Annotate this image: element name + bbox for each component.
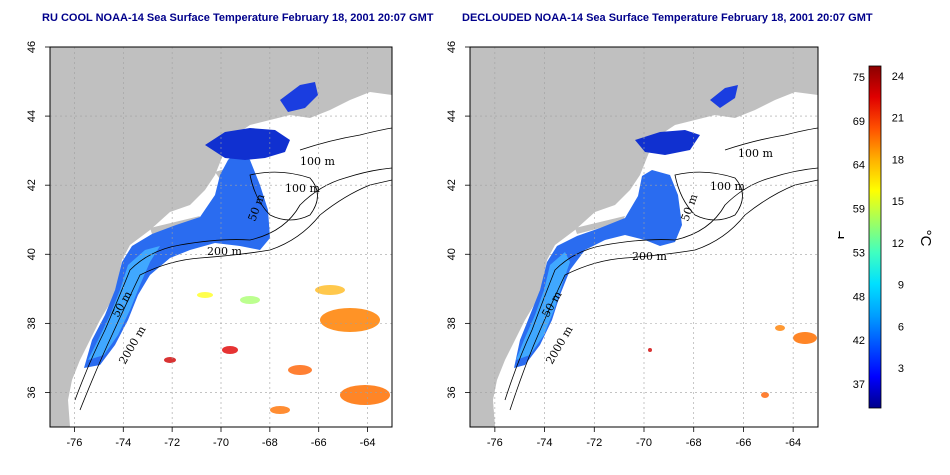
left-axis-ticks: -76 -74 -72 -70 -68 -66 -64 36 38 40 42 44 46	[26, 41, 376, 449]
land-nova-scotia	[310, 47, 392, 110]
x-tick-label: -70	[213, 437, 229, 449]
fahrenheit-ticks: 75 69 64 59 53 48 42 37	[853, 72, 865, 391]
fahrenheit-tick-label: 48	[853, 291, 865, 303]
x-tick-label: -68	[686, 437, 702, 449]
x-tick-label: -76	[487, 437, 503, 449]
left-panel-title: RU COOL NOAA-14 Sea Surface Temperature …	[42, 12, 434, 24]
y-tick-label: 46	[446, 41, 458, 53]
x-tick-label: -64	[785, 437, 801, 449]
celsius-tick-label: 9	[898, 280, 904, 292]
fahrenheit-tick-label: 53	[853, 247, 865, 259]
temperature-colorbar: 75 69 64 59 53 48 42 37 24 21 18 15 12 9 6 3 °F °C	[838, 65, 934, 409]
y-tick-label: 36	[26, 386, 38, 398]
y-tick-label: 42	[446, 179, 458, 191]
sst-shelf-inner-right	[516, 252, 570, 360]
right-axis-ticks: -76 -74 -72 -70 -68 -66 -64 36 38 40 42 44 46	[446, 41, 801, 449]
sst-warm-patches-right	[648, 325, 817, 398]
y-tick-label: 40	[446, 248, 458, 260]
y-tick-label: 42	[26, 179, 38, 191]
right-panel-title: DECLOUDED NOAA-14 Sea Surface Temperatur…	[462, 12, 873, 24]
celsius-tick-label: 6	[898, 321, 904, 333]
sst-warm-patches	[164, 285, 390, 414]
fahrenheit-tick-label: 59	[853, 204, 865, 216]
land-mass	[50, 47, 392, 427]
depth-contours	[74, 127, 392, 411]
sst-bay-of-fundy-right	[710, 85, 738, 108]
x-tick-label: -74	[115, 437, 131, 449]
celsius-tick-label: 21	[892, 113, 904, 125]
fahrenheit-tick-label: 75	[853, 72, 865, 84]
celsius-unit-label: °C	[917, 230, 934, 247]
land-nova-scotia-right	[735, 47, 818, 110]
land-long-island	[150, 216, 200, 234]
fahrenheit-tick-label: 37	[853, 379, 865, 391]
y-tick-label: 46	[26, 41, 38, 53]
celsius-tick-label: 18	[892, 154, 904, 166]
land-mass-right	[470, 47, 818, 427]
contour-label-100m-b-right: 100 m	[710, 180, 745, 193]
y-tick-label: 40	[26, 248, 38, 260]
sst-gulf-of-maine	[205, 128, 290, 160]
y-tick-label: 44	[446, 110, 458, 122]
x-tick-label: -70	[636, 437, 652, 449]
celsius-tick-label: 15	[892, 196, 904, 208]
fahrenheit-unit-label: °F	[838, 230, 848, 245]
x-tick-label: -76	[66, 437, 82, 449]
contour-label-200m-right: 200 m	[632, 250, 667, 263]
celsius-tick-label: 3	[898, 363, 904, 375]
right-grid	[470, 46, 818, 427]
y-tick-label: 38	[26, 317, 38, 329]
x-tick-label: -72	[586, 437, 602, 449]
sst-shelf-water	[84, 150, 270, 368]
x-tick-label: -66	[311, 437, 327, 449]
celsius-ticks: 24 21 18 15 12 9 6 3	[892, 71, 904, 375]
x-tick-label: -72	[164, 437, 180, 449]
celsius-tick-label: 12	[892, 238, 904, 250]
sst-bay-of-fundy	[280, 82, 318, 112]
y-tick-label: 36	[446, 386, 458, 398]
land-long-island-right	[575, 216, 625, 234]
celsius-tick-label: 24	[892, 71, 904, 83]
x-tick-label: -64	[360, 437, 376, 449]
fahrenheit-tick-label: 64	[853, 160, 865, 172]
y-tick-label: 44	[26, 110, 38, 122]
left-grid	[50, 46, 392, 427]
contour-label-100m-a: 100 m	[300, 155, 335, 168]
contour-label-200m: 200 m	[207, 245, 242, 258]
sst-gulf-of-maine-right	[635, 130, 700, 155]
contour-label-100m-a-right: 100 m	[738, 147, 773, 160]
sst-shelf-water-right	[514, 170, 682, 368]
sst-shelf-inner	[88, 246, 160, 360]
x-tick-label: -68	[262, 437, 278, 449]
fahrenheit-tick-label: 69	[853, 116, 865, 128]
depth-contours-right	[504, 127, 818, 411]
fahrenheit-tick-label: 42	[853, 335, 865, 347]
x-tick-label: -66	[735, 437, 751, 449]
y-tick-label: 38	[446, 317, 458, 329]
x-tick-label: -74	[537, 437, 553, 449]
contour-label-100m-b: 100 m	[285, 182, 320, 195]
colorbar-gradient	[868, 65, 882, 409]
